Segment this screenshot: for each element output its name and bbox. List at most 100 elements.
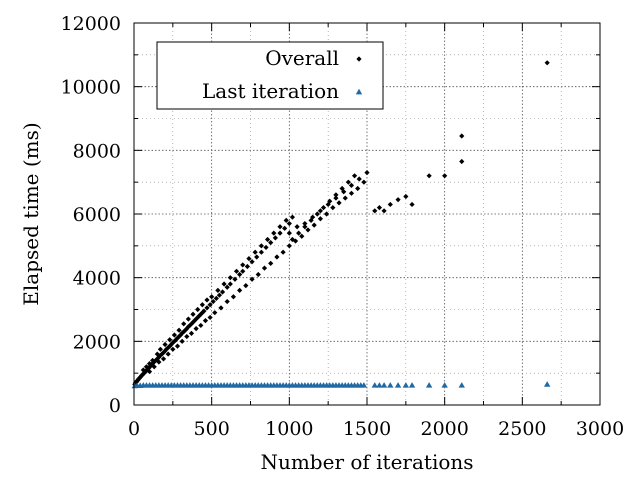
overall-point: [174, 343, 181, 349]
overall-point: [167, 337, 173, 343]
overall-point: [311, 222, 317, 228]
overall-point: [240, 268, 246, 274]
overall-point: [188, 321, 195, 327]
legend-box: [156, 41, 384, 110]
legend-label-last-iteration: Last iteration: [202, 79, 339, 103]
overall-point: [333, 195, 339, 201]
overall-point: [212, 310, 218, 316]
last-iteration-point: [408, 382, 416, 388]
overall-point: [381, 208, 387, 214]
overall-point: [193, 326, 199, 332]
y-axis-label: Elapsed time (ms): [19, 122, 43, 305]
overall-point: [255, 271, 261, 278]
overall-point: [336, 200, 342, 206]
y-tick-label: 8000: [73, 140, 121, 162]
overall-point: [395, 197, 401, 203]
overall-point: [292, 238, 299, 244]
overall-point: [224, 284, 230, 290]
overall-point: [268, 240, 274, 246]
overall-point: [237, 287, 243, 293]
overall-point: [317, 208, 323, 214]
overall-point: [286, 243, 292, 249]
overall-point: [160, 349, 167, 356]
overall-point: [195, 306, 201, 313]
overall-point: [254, 254, 260, 260]
x-tick-label: 2500: [498, 418, 546, 440]
overall-point: [289, 236, 296, 243]
overall-point: [146, 368, 153, 375]
overall-point: [151, 364, 157, 370]
last-iteration-point: [371, 382, 378, 388]
overall-point: [196, 313, 202, 319]
overall-point: [199, 302, 205, 308]
overall-point: [351, 173, 358, 179]
overall-point: [286, 220, 292, 227]
x-tick-label: 1500: [343, 418, 391, 440]
overall-point: [387, 201, 393, 208]
overall-point: [264, 236, 271, 243]
legend-marker-overall: [356, 56, 362, 62]
overall-point: [320, 205, 327, 211]
last-iteration-point: [402, 382, 410, 388]
overall-point: [249, 276, 255, 282]
overall-point: [342, 195, 348, 201]
overall-point: [140, 367, 146, 373]
overall-point: [185, 316, 191, 322]
overall-point: [230, 294, 237, 300]
overall-point: [372, 208, 378, 214]
overall-point: [201, 308, 207, 314]
data-points: [131, 60, 551, 389]
overall-point: [181, 321, 187, 327]
overall-point: [171, 332, 177, 338]
overall-point: [258, 243, 264, 249]
overall-point: [243, 283, 249, 289]
last-iteration-point: [394, 382, 402, 388]
overall-point: [204, 305, 210, 311]
last-iteration-point: [380, 382, 388, 388]
overall-point: [325, 201, 331, 208]
overall-point: [198, 311, 204, 317]
overall-point: [272, 235, 278, 241]
x-tick-label: 2000: [420, 418, 468, 440]
x-tick-label: 1000: [265, 418, 313, 440]
overall-point: [327, 198, 333, 204]
overall-point: [314, 211, 320, 217]
last-iteration-point: [441, 382, 448, 388]
overall-point: [215, 287, 221, 293]
overall-point: [459, 133, 465, 139]
overall-point: [277, 230, 283, 236]
overall-point: [286, 230, 292, 236]
overall-point: [171, 338, 177, 344]
overall-point: [143, 364, 150, 370]
overall-point: [310, 214, 316, 220]
overall-point: [361, 179, 367, 185]
overall-point: [176, 327, 182, 333]
overall-point: [160, 356, 167, 362]
overall-point: [156, 359, 162, 365]
overall-point: [330, 205, 336, 211]
x-axis-label: Number of iterations: [260, 450, 473, 474]
y-tick-label: 4000: [73, 268, 121, 290]
y-tick-label: 6000: [73, 204, 121, 226]
overall-point: [268, 260, 274, 266]
plot-frame: [133, 22, 601, 406]
overall-point: [459, 158, 465, 165]
overall-point: [237, 271, 243, 278]
overall-point: [544, 60, 550, 66]
overall-point: [274, 254, 280, 260]
overall-point: [296, 230, 302, 236]
overall-point: [302, 220, 308, 227]
overall-point: [409, 201, 415, 208]
last-iteration-point: [360, 382, 368, 388]
last-iteration-point: [387, 382, 394, 388]
overall-point: [204, 297, 210, 303]
last-iteration-point: [458, 382, 465, 388]
overall-point: [162, 348, 168, 354]
legend-marker-last-iteration-shape: [355, 88, 363, 95]
last-iteration-point: [543, 381, 551, 387]
overall-point: [277, 224, 283, 230]
overall-point: [356, 176, 362, 182]
overall-point: [261, 265, 268, 271]
overall-point: [157, 346, 164, 352]
overall-point: [221, 281, 227, 287]
